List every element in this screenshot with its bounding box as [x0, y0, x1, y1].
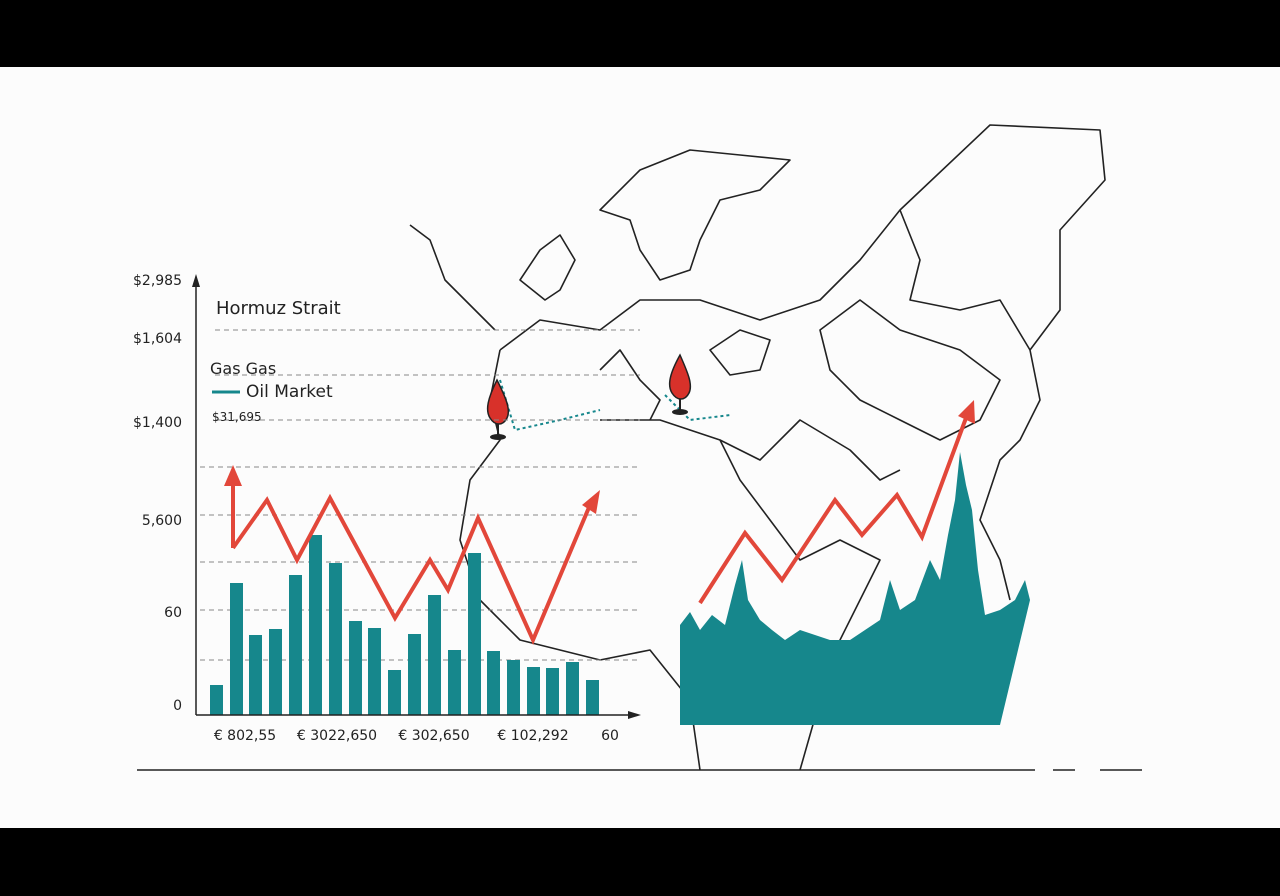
axes: [137, 274, 1142, 771]
x-label: € 302,650: [398, 728, 469, 744]
legend-entry: Gas Gas: [210, 359, 276, 378]
legend-note: $31,695: [212, 410, 262, 424]
right-bars: [680, 452, 1030, 725]
y-label: $1,604: [133, 331, 182, 347]
y-label: 5,600: [142, 513, 182, 529]
x-label: 60: [601, 728, 619, 744]
chart-title: Hormuz Strait: [216, 298, 341, 319]
trend-lines: [224, 400, 975, 645]
y-label: $1,400: [133, 415, 182, 431]
legend-entry: Oil Market: [246, 382, 333, 402]
x-label: € 3022,650: [297, 728, 377, 744]
y-label: 60: [164, 605, 182, 621]
map: [409, 124, 1106, 771]
canvas: [0, 67, 1280, 828]
y-label: $2,985: [133, 273, 182, 289]
y-label: 0: [173, 698, 182, 714]
x-label: € 802,55: [214, 728, 276, 744]
x-label: € 102,292: [497, 728, 568, 744]
drop-pins: [486, 353, 692, 440]
left-bars: [210, 535, 599, 715]
